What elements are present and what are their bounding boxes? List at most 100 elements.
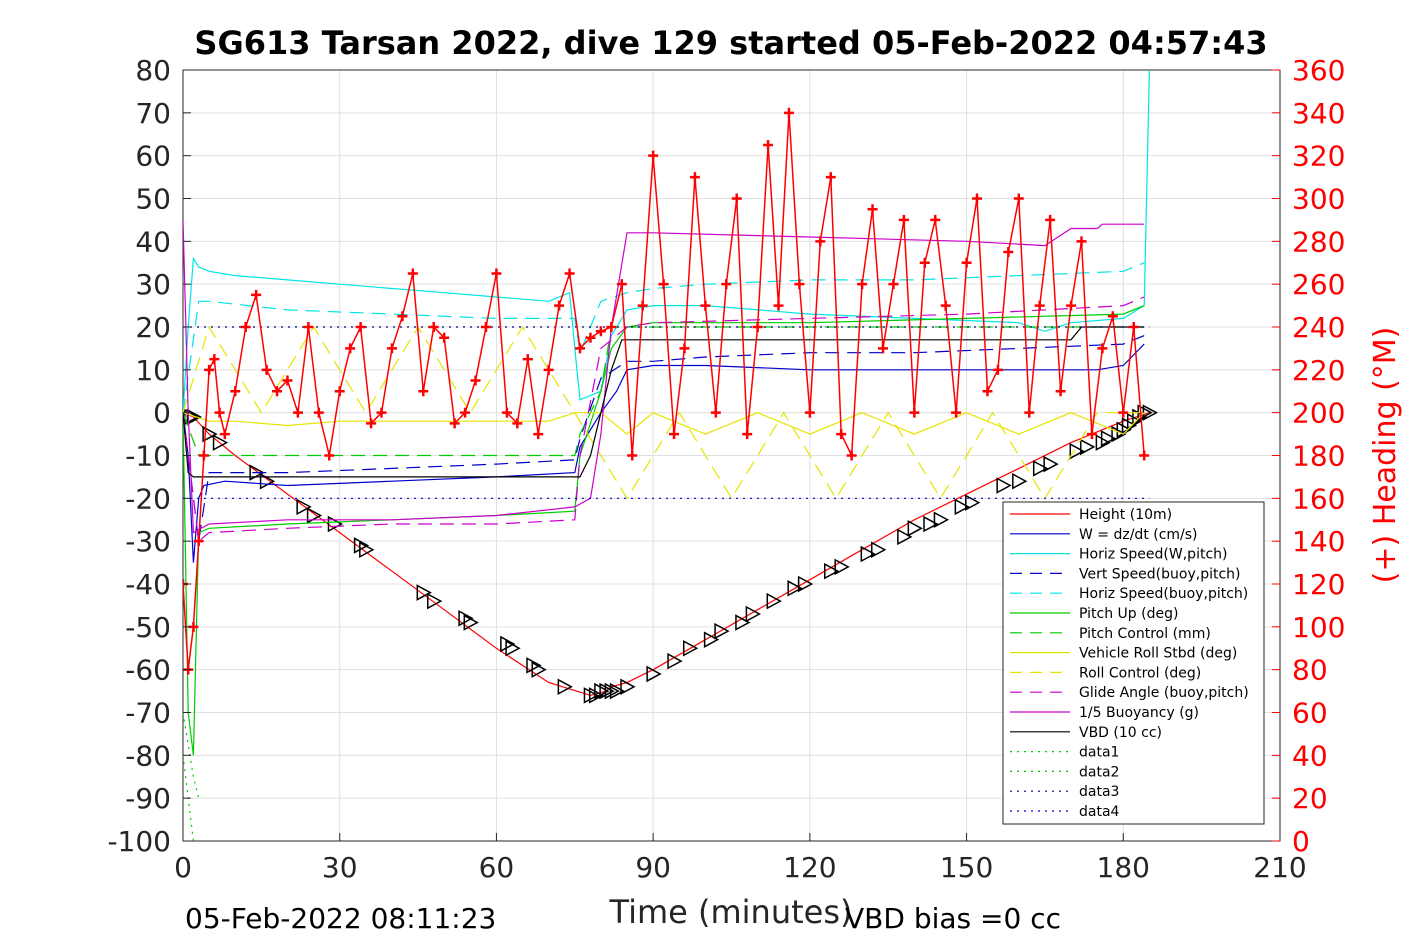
height-marker-point <box>620 678 636 696</box>
heading-point <box>898 214 909 225</box>
heading-point <box>397 311 408 322</box>
y-left-tick-label: -80 <box>125 739 171 772</box>
heading-point <box>794 279 805 290</box>
height-marker-point <box>907 520 923 537</box>
heading-point <box>313 407 324 418</box>
height-marker-point <box>703 631 720 648</box>
legend-label: Roll Control (deg) <box>1079 665 1201 681</box>
legend-label: data2 <box>1079 764 1119 780</box>
heading-point <box>1076 236 1087 247</box>
x-tick-label: 60 <box>479 851 515 884</box>
heading-point <box>533 429 544 440</box>
heading-point <box>251 289 262 300</box>
heading-point <box>345 343 356 354</box>
heading-point <box>219 429 230 440</box>
heading-point <box>763 139 774 150</box>
heading-point <box>825 172 836 183</box>
heading-point <box>193 536 204 547</box>
height-marker-point <box>646 665 662 683</box>
y-right-tick-label: 200 <box>1292 397 1345 430</box>
legend-label: data3 <box>1079 784 1119 800</box>
height-marker-point <box>1132 408 1148 426</box>
y-right-tick-label: 340 <box>1292 97 1345 130</box>
legend: Height (10m) W = dz/dt (cm/s) Horiz Speed(… <box>1002 501 1265 825</box>
heading-point <box>1045 214 1056 225</box>
y-right-tick-label: 80 <box>1292 654 1328 687</box>
heading-point <box>564 268 575 279</box>
heading-point <box>867 204 878 215</box>
y-right-tick-label: 240 <box>1292 311 1345 344</box>
height-marker-point <box>531 661 547 678</box>
legend-label: 1/5 Buoyancy (g) <box>1079 705 1199 721</box>
y-left-tick-label: -70 <box>125 697 171 730</box>
heading-point <box>460 407 471 418</box>
height-marker-point <box>353 537 370 554</box>
legend-label: Pitch Control (mm) <box>1079 626 1211 642</box>
heading-point <box>386 343 397 354</box>
heading-point <box>992 364 1003 375</box>
heading-point <box>522 354 533 365</box>
heading-point <box>480 322 491 332</box>
height-marker-point <box>954 498 970 516</box>
heading-point <box>282 375 293 386</box>
y-left-tick-label: 30 <box>135 268 171 301</box>
legend-box <box>1002 501 1265 825</box>
height-marker-point <box>897 528 913 546</box>
x-tick-label: 120 <box>783 851 836 884</box>
y-right-tick-label: 180 <box>1292 440 1345 473</box>
heading-point <box>648 150 659 161</box>
heading-point <box>240 322 251 332</box>
y-left-tick-label: -90 <box>125 782 171 815</box>
series-line-8 <box>183 412 1145 435</box>
heading-point <box>721 279 732 290</box>
series-line-13 <box>183 712 200 799</box>
heading-point <box>940 300 951 311</box>
y-right-tick-label: 0 <box>1292 825 1310 858</box>
heading-point <box>230 386 241 397</box>
series-line-4 <box>183 335 1145 542</box>
heading-point <box>1118 407 1129 418</box>
heading-point <box>1086 429 1097 440</box>
y-left-tick-label: 80 <box>135 54 171 87</box>
heading-point <box>742 429 753 440</box>
heading-point <box>658 279 669 290</box>
height-marker-point <box>526 657 542 674</box>
heading-point <box>204 364 215 375</box>
y-right-tick-label: 140 <box>1292 525 1345 558</box>
y-right-tick-label: 40 <box>1292 739 1328 772</box>
heading-point <box>857 279 868 290</box>
height-marker-point <box>1079 438 1096 456</box>
heading-point <box>773 300 784 311</box>
height-marker-point <box>505 639 521 657</box>
y-left-tick-label: 60 <box>135 140 171 173</box>
y-right-tick-label: 100 <box>1292 611 1345 644</box>
heading-point <box>324 450 335 461</box>
height-marker-point <box>923 515 939 533</box>
heading-point <box>700 300 711 311</box>
heading-point <box>1013 193 1024 204</box>
height-marker-point <box>296 498 312 516</box>
height-marker-point <box>306 507 323 524</box>
x-tick-label: 180 <box>1097 851 1150 884</box>
height-marker-point <box>996 477 1012 494</box>
y-left-tick-label: -40 <box>125 568 171 601</box>
y-axis-label-right: (+) Heading (°M) <box>1368 327 1403 584</box>
heading-point <box>982 386 993 397</box>
y-right-tick-label: 280 <box>1292 225 1345 258</box>
heading-point <box>1055 386 1066 397</box>
heading-point <box>595 326 606 337</box>
height-marker-point <box>834 558 850 576</box>
heading-point <box>407 268 418 279</box>
heading-point <box>637 300 648 311</box>
height-marker-point <box>604 682 620 700</box>
height-marker-point <box>416 584 432 601</box>
legend-label: data1 <box>1079 745 1119 761</box>
height-marker-point <box>787 580 803 597</box>
height-marker-point <box>594 682 610 700</box>
heading-point <box>731 193 742 204</box>
y-left-tick-label: -50 <box>125 611 171 644</box>
height-marker-point <box>766 592 782 610</box>
x-tick-label: 90 <box>635 851 671 884</box>
